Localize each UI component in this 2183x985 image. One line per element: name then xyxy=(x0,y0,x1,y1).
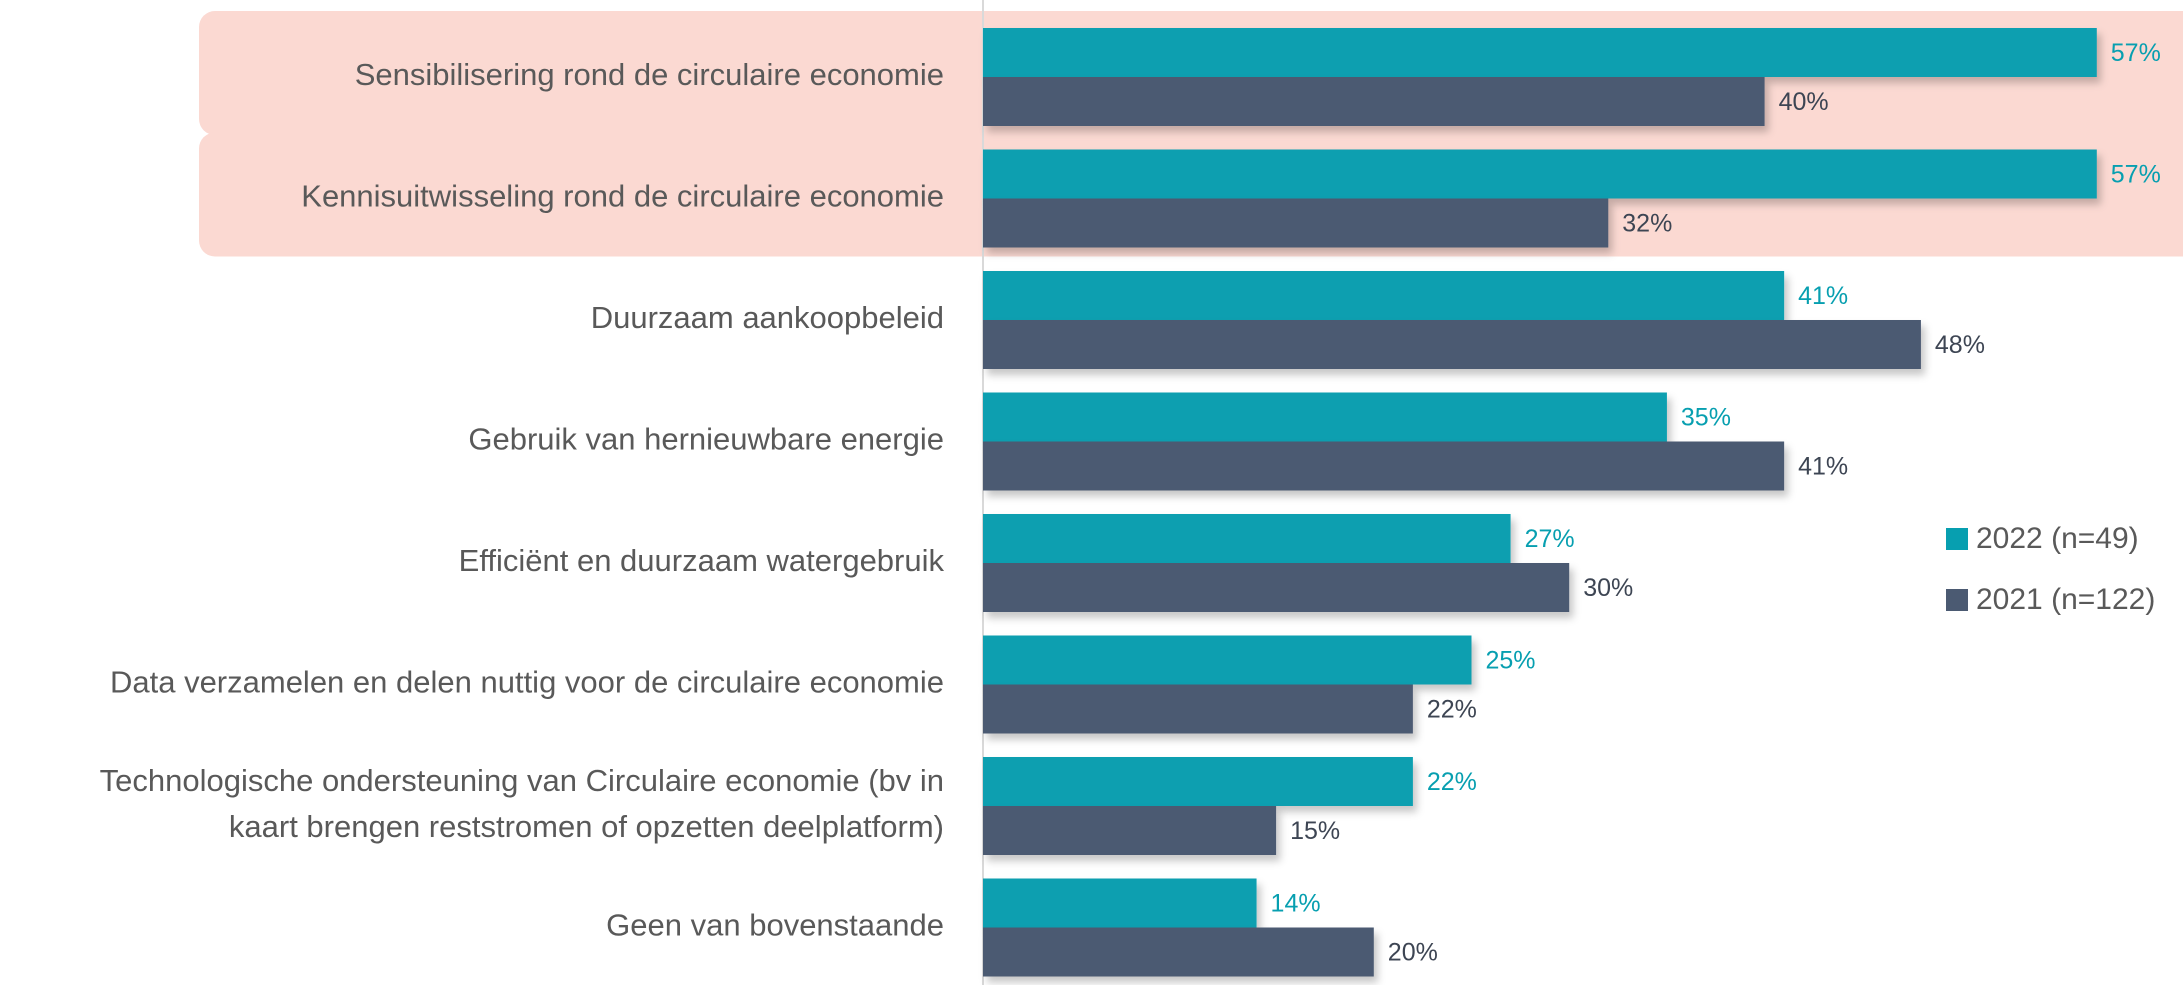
bar xyxy=(983,28,2097,77)
bar xyxy=(983,198,1609,248)
bar xyxy=(983,149,2097,199)
bar xyxy=(983,271,1785,320)
value-label: 27% xyxy=(1525,525,1575,553)
bar xyxy=(983,927,1374,977)
value-label: 41% xyxy=(1798,282,1848,310)
category-label: Gebruik van hernieuwbare energie xyxy=(468,422,944,457)
bar xyxy=(983,392,1667,442)
bar xyxy=(983,878,1257,928)
category-label: Sensibilisering rond de circulaire econo… xyxy=(355,57,944,92)
category-label: Kennisuitwisseling rond de circulaire ec… xyxy=(301,179,944,214)
bar xyxy=(983,320,1921,369)
value-label: 35% xyxy=(1681,404,1731,432)
value-label: 22% xyxy=(1427,696,1477,724)
category-label: Efficiënt en duurzaam watergebruik xyxy=(459,543,945,578)
value-label: 22% xyxy=(1427,768,1477,796)
category-label: Data verzamelen en delen nuttig voor de … xyxy=(110,665,944,700)
value-label: 14% xyxy=(1271,890,1321,918)
value-label: 32% xyxy=(1622,210,1672,238)
bar xyxy=(983,684,1413,734)
category-label: Technologische ondersteuning van Circula… xyxy=(100,763,944,844)
legend-label: 2021 (n=122) xyxy=(1976,583,2155,616)
legend-swatch xyxy=(1946,528,1968,550)
legend-label: 2022 (n=49) xyxy=(1976,522,2139,555)
value-label: 15% xyxy=(1290,817,1340,845)
bar xyxy=(983,635,1472,685)
value-label: 41% xyxy=(1798,453,1848,481)
value-label: 57% xyxy=(2111,161,2161,189)
value-label: 30% xyxy=(1583,574,1633,602)
category-label: Geen van bovenstaande xyxy=(606,908,944,943)
bar xyxy=(983,757,1413,806)
value-label: 48% xyxy=(1935,331,1985,359)
value-label: 20% xyxy=(1388,939,1438,967)
value-label: 57% xyxy=(2111,39,2161,67)
bar xyxy=(983,563,1570,612)
category-label: Duurzaam aankoopbeleid xyxy=(591,300,944,335)
value-label: 25% xyxy=(1486,647,1536,675)
bar xyxy=(983,514,1511,563)
legend-swatch xyxy=(1946,589,1968,611)
bar xyxy=(983,77,1765,126)
bar xyxy=(983,806,1277,855)
bar xyxy=(983,441,1785,491)
value-label: 40% xyxy=(1779,88,1829,116)
